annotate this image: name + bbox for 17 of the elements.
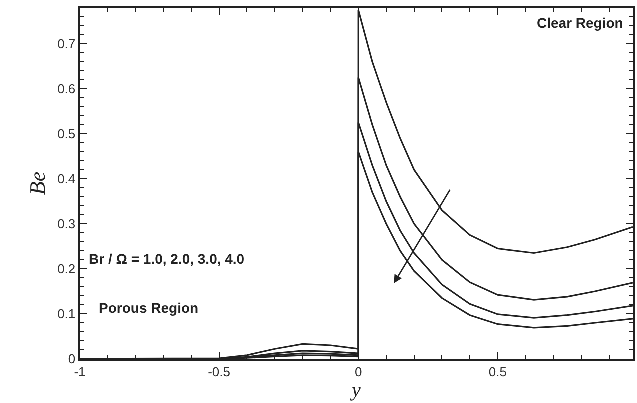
x-tick-label: 0	[354, 364, 362, 380]
annotation: Br / Ω = 1.0, 2.0, 3.0, 4.0	[89, 251, 245, 267]
y-tick-label: 0.6	[58, 82, 76, 97]
x-tick-label: -1	[74, 364, 86, 380]
annotation: Clear Region	[537, 15, 624, 31]
annotation: Porous Region	[99, 300, 199, 316]
y-tick-label: 0.4	[58, 172, 76, 187]
x-tick-label: 0.5	[488, 364, 507, 380]
y-tick-label: 0.3	[58, 216, 76, 232]
y-axis-title: Be	[24, 172, 50, 196]
y-tick-label: 0.2	[58, 262, 76, 277]
x-axis-title: y	[350, 379, 362, 402]
x-tick-label: -0.5	[208, 364, 230, 380]
y-tick-label: 0.1	[58, 306, 76, 322]
y-tick-label: 0	[68, 352, 76, 367]
y-tick-label: 0.7	[58, 36, 76, 52]
y-tick-label: 0.5	[58, 126, 76, 142]
